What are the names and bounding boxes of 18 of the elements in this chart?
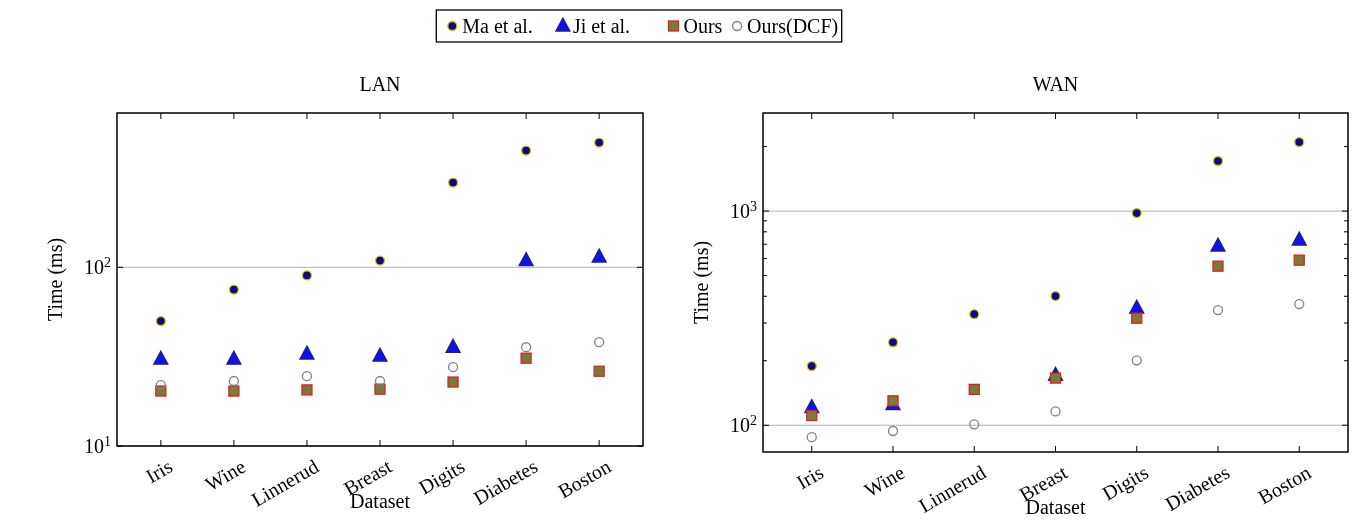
x-tick-label: Wine [201,454,250,496]
x-tick-label: Iris [792,460,828,494]
y-axis-title: Time (ms) [44,237,67,322]
x-tick-label: Digits [1098,460,1153,506]
x-tick-label: Digits [414,454,469,500]
x-tick-label: Iris [141,454,177,488]
chart-title: WAN [1032,73,1079,95]
legend-label: Ours(DCF) [747,15,839,38]
legend-label: Ma et al. [462,15,533,37]
y-axis-title: Time (ms) [690,240,713,325]
y-tick-label: 10$^{1}$ [84,433,111,457]
legend-label: Ji et al. [572,15,631,37]
y-tick-label: 10$^{2}$ [84,254,111,279]
x-tick-label: Wine [860,460,909,502]
y-tick-label: 10$^{2}$ [730,412,757,437]
chart-title: LAN [359,73,401,95]
y-tick-label: 10$^{3}$ [730,198,757,223]
legend-label: Ours [683,15,723,37]
